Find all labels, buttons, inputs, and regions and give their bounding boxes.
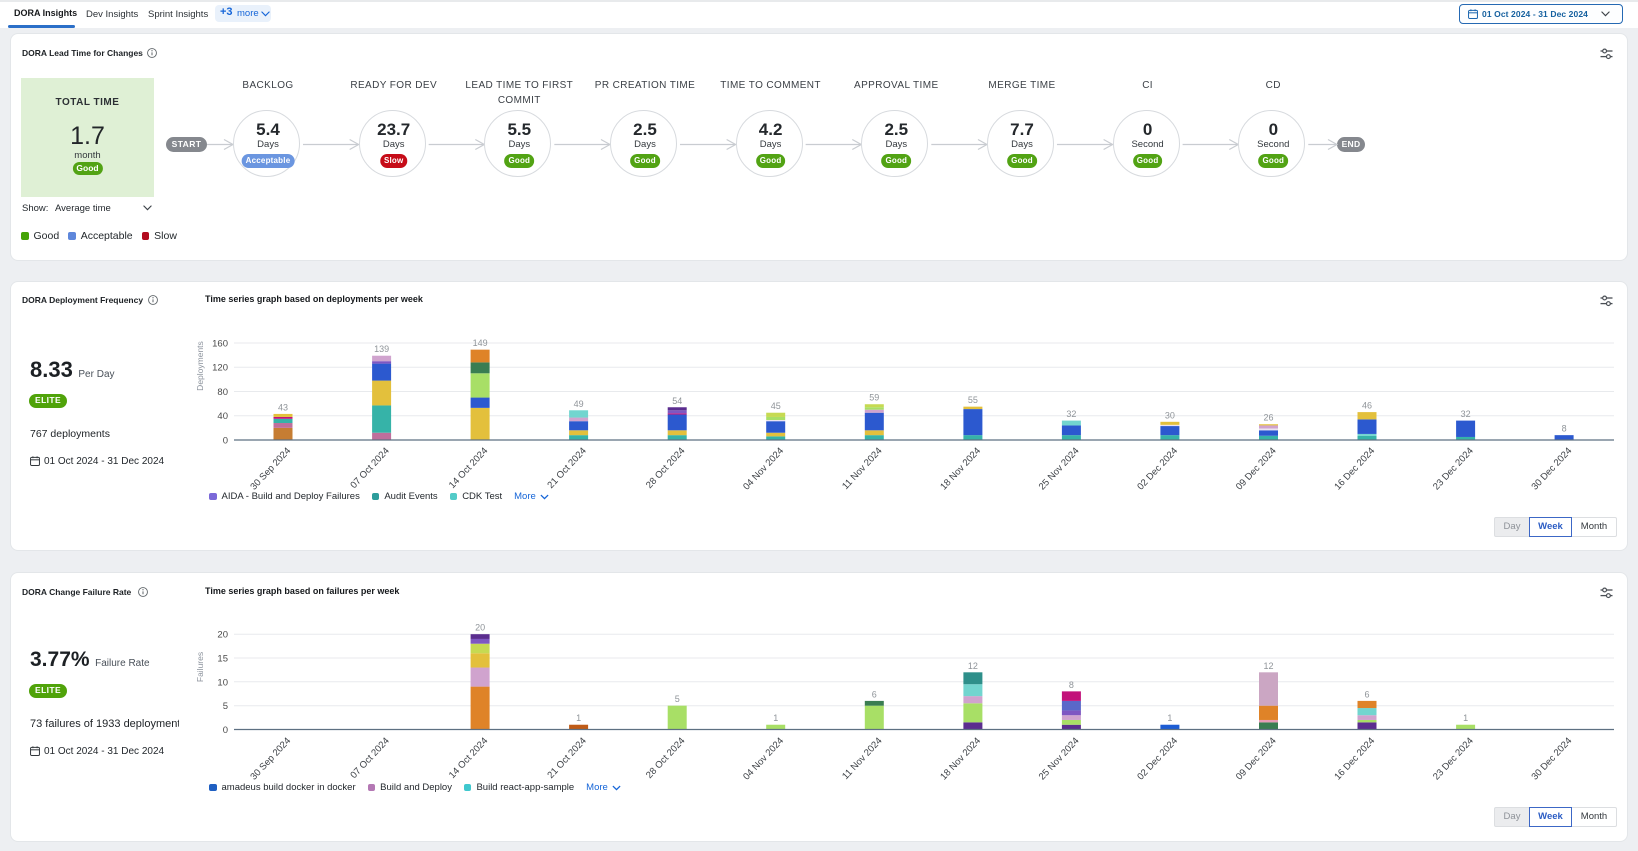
svg-text:28 Oct 2024: 28 Oct 2024: [644, 446, 687, 491]
svg-text:14 Oct 2024: 14 Oct 2024: [447, 446, 490, 491]
svg-text:43: 43: [278, 402, 288, 412]
svg-text:45: 45: [771, 401, 781, 411]
svg-text:32: 32: [1066, 409, 1076, 419]
svg-text:Deployments: Deployments: [195, 341, 205, 391]
svg-text:1: 1: [1167, 713, 1172, 723]
svg-text:20: 20: [475, 623, 485, 633]
svg-text:1: 1: [773, 713, 778, 723]
svg-text:21 Oct 2024: 21 Oct 2024: [545, 446, 588, 491]
svg-text:23 Dec 2024: 23 Dec 2024: [1431, 736, 1476, 783]
svg-text:8: 8: [1069, 680, 1074, 690]
svg-text:28 Oct 2024: 28 Oct 2024: [644, 736, 687, 781]
svg-text:25 Nov 2024: 25 Nov 2024: [1037, 736, 1082, 783]
svg-text:30 Dec 2024: 30 Dec 2024: [1530, 446, 1575, 493]
svg-text:30 Dec 2024: 30 Dec 2024: [1530, 736, 1575, 783]
svg-text:12: 12: [1263, 661, 1273, 671]
svg-text:04 Nov 2024: 04 Nov 2024: [741, 736, 786, 783]
svg-text:26: 26: [1263, 413, 1273, 423]
svg-text:04 Nov 2024: 04 Nov 2024: [741, 446, 786, 493]
svg-text:02 Dec 2024: 02 Dec 2024: [1135, 446, 1180, 493]
svg-text:20: 20: [217, 630, 228, 641]
svg-text:139: 139: [374, 344, 389, 354]
svg-text:0: 0: [223, 725, 228, 736]
svg-text:Failures: Failures: [195, 652, 205, 682]
svg-text:160: 160: [212, 339, 228, 350]
svg-text:18 Nov 2024: 18 Nov 2024: [938, 736, 983, 783]
svg-text:5: 5: [675, 694, 680, 704]
svg-text:16 Dec 2024: 16 Dec 2024: [1332, 736, 1377, 783]
svg-text:55: 55: [968, 395, 978, 405]
svg-text:21 Oct 2024: 21 Oct 2024: [545, 736, 588, 781]
svg-text:30: 30: [1165, 410, 1175, 420]
svg-text:6: 6: [1364, 689, 1369, 699]
svg-text:10: 10: [217, 677, 228, 688]
svg-text:46: 46: [1362, 401, 1372, 411]
svg-text:25 Nov 2024: 25 Nov 2024: [1037, 446, 1082, 493]
svg-text:30 Sep 2024: 30 Sep 2024: [248, 736, 293, 783]
svg-text:149: 149: [473, 338, 488, 348]
svg-text:07 Oct 2024: 07 Oct 2024: [348, 446, 391, 491]
svg-text:49: 49: [574, 399, 584, 409]
svg-text:16 Dec 2024: 16 Dec 2024: [1332, 446, 1377, 493]
svg-text:07 Oct 2024: 07 Oct 2024: [348, 736, 391, 781]
svg-text:120: 120: [212, 363, 228, 374]
svg-text:80: 80: [217, 387, 228, 398]
svg-text:15: 15: [217, 654, 228, 665]
svg-text:54: 54: [672, 396, 682, 406]
svg-text:23 Dec 2024: 23 Dec 2024: [1431, 446, 1476, 493]
svg-text:0: 0: [223, 436, 228, 447]
svg-text:11 Nov 2024: 11 Nov 2024: [840, 446, 884, 492]
svg-text:11 Nov 2024: 11 Nov 2024: [840, 736, 884, 782]
svg-text:14 Oct 2024: 14 Oct 2024: [447, 736, 490, 781]
svg-text:5: 5: [223, 701, 228, 712]
svg-text:09 Dec 2024: 09 Dec 2024: [1234, 446, 1279, 493]
svg-text:59: 59: [869, 393, 879, 403]
svg-text:6: 6: [872, 689, 877, 699]
svg-text:30 Sep 2024: 30 Sep 2024: [248, 446, 293, 493]
svg-text:02 Dec 2024: 02 Dec 2024: [1135, 736, 1180, 783]
svg-text:40: 40: [217, 411, 228, 422]
svg-text:1: 1: [1463, 713, 1468, 723]
svg-text:12: 12: [968, 661, 978, 671]
svg-text:18 Nov 2024: 18 Nov 2024: [938, 446, 983, 493]
svg-text:32: 32: [1461, 409, 1471, 419]
svg-text:09 Dec 2024: 09 Dec 2024: [1234, 736, 1279, 783]
svg-text:8: 8: [1562, 424, 1567, 434]
svg-text:1: 1: [576, 713, 581, 723]
